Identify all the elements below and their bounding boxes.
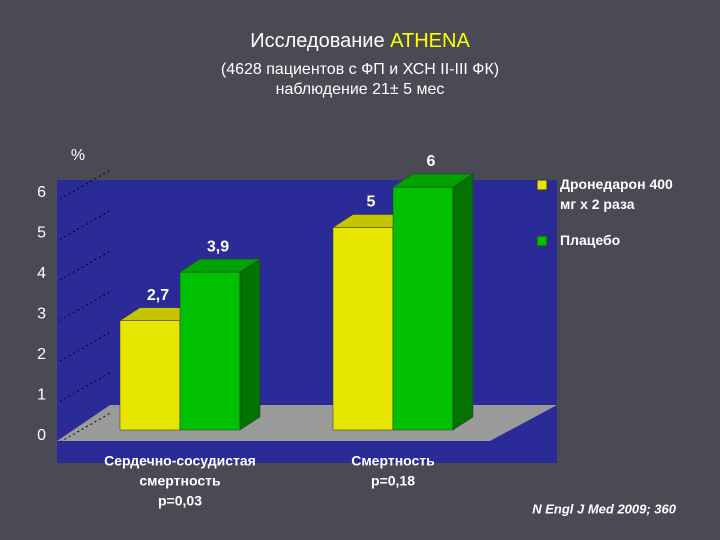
y-axis-label: %: [71, 147, 85, 164]
y-tick-label: 6: [37, 184, 46, 201]
y-tick-label: 4: [37, 265, 46, 282]
x-tick-label: p=0,18: [371, 473, 415, 489]
bar-top: [179, 258, 261, 273]
grid-line: [59, 209, 113, 240]
y-tick-label: 3: [37, 306, 46, 323]
value-label: 2,7: [147, 287, 169, 304]
bar-front: [332, 227, 394, 431]
x-tick-label: смертность: [139, 473, 221, 489]
legend-swatch: [536, 179, 548, 191]
legend-label: Дронедарон 400 мг х 2 раза: [560, 176, 673, 212]
title-highlight: ATHENA: [390, 30, 470, 52]
legend-swatch: [536, 235, 548, 247]
subtitle: (4628 пациентов с ФП и ХСН II-III ФК): [221, 61, 499, 78]
x-tick-label: p=0,03: [158, 493, 202, 509]
bar-top: [392, 173, 474, 188]
bar-side: [452, 173, 474, 431]
value-label: 5: [367, 194, 376, 211]
grid-line: [59, 371, 113, 402]
grid-line: [59, 249, 113, 281]
y-tick-label: 2: [37, 346, 46, 363]
x-tick-label: Смертность: [351, 453, 435, 469]
title-text: Исследование: [250, 30, 384, 52]
y-tick-label: 1: [37, 387, 46, 404]
chart-title: Исследование ATHENA: [250, 30, 470, 52]
grid-line: [59, 290, 113, 321]
bar-front: [392, 186, 454, 431]
subtitle: наблюдение 21± 5 мес: [276, 81, 445, 98]
grid-line: [59, 168, 113, 200]
grid-line: [59, 411, 113, 443]
value-label: 6: [427, 153, 436, 170]
value-label: 3,9: [207, 238, 229, 255]
bar-side: [239, 258, 261, 431]
source: N Engl J Med 2009; 360: [532, 501, 677, 516]
legend-label: Плацебо: [560, 232, 621, 248]
bar: [392, 173, 474, 431]
bar: [179, 258, 261, 431]
grid-line: [59, 330, 113, 362]
bar-front: [119, 320, 181, 431]
y-tick-label: 0: [37, 427, 46, 444]
x-tick-label: Сердечно-сосудистая: [104, 453, 256, 469]
bar-front: [179, 271, 241, 431]
y-tick-label: 5: [37, 225, 46, 242]
